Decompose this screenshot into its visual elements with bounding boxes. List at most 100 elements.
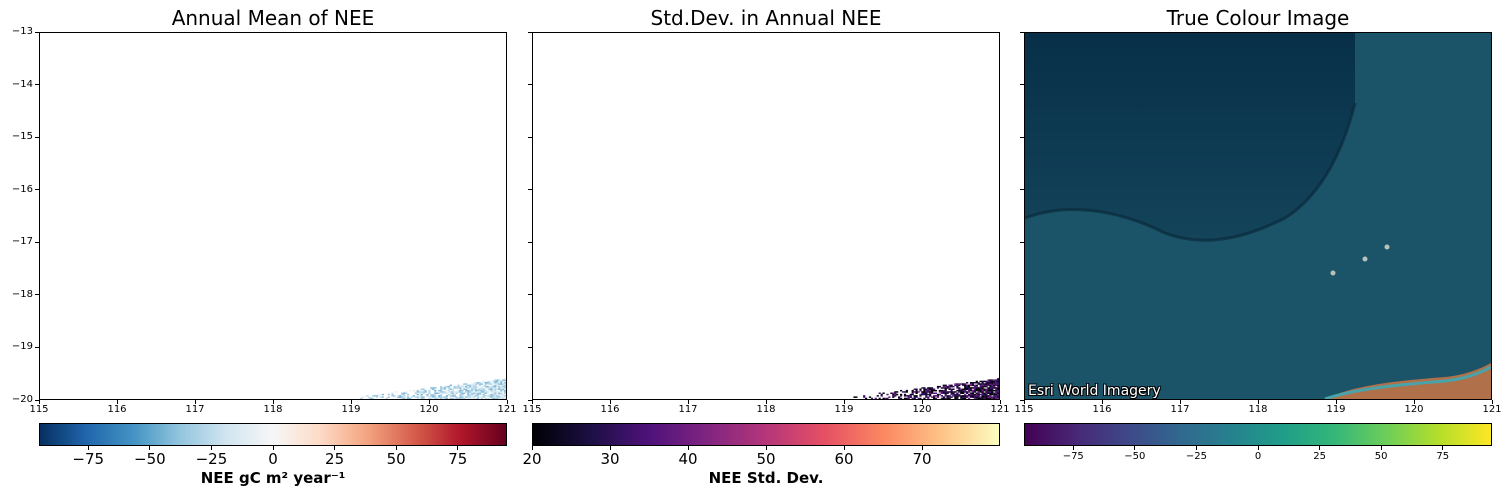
data-cell — [482, 392, 485, 394]
data-cell — [958, 384, 961, 387]
data-cell — [903, 397, 907, 399]
data-cell — [993, 380, 996, 383]
coastal-shallows — [1324, 365, 1491, 399]
data-cell — [997, 389, 999, 392]
data-cell — [488, 389, 491, 392]
data-cell — [993, 384, 996, 387]
data-cell — [461, 391, 464, 393]
data-cell — [973, 396, 976, 398]
data-cell — [944, 391, 947, 393]
data-cell — [504, 379, 506, 381]
data-cell — [410, 396, 414, 398]
data-cell — [494, 391, 497, 393]
data-cell — [983, 389, 986, 392]
data-cell — [438, 389, 441, 392]
data-cell — [977, 389, 980, 392]
data-cell — [923, 387, 926, 389]
data-cell — [496, 391, 499, 393]
data-cell — [408, 389, 412, 392]
data-cell — [418, 392, 421, 394]
data-cell — [478, 383, 481, 385]
colorbar-tick-mark — [1442, 446, 1444, 450]
data-cell — [985, 389, 988, 392]
data-cell — [940, 391, 943, 393]
data-cell — [467, 389, 470, 392]
data-cell — [997, 395, 999, 397]
data-cell — [993, 389, 996, 392]
data-cell — [985, 393, 988, 396]
y-tick-mark — [35, 189, 39, 191]
colorbar-tick-label: −50 — [1124, 451, 1146, 462]
data-cell — [498, 387, 501, 389]
data-cell — [430, 397, 433, 399]
data-cell — [905, 395, 908, 397]
data-cell — [412, 389, 415, 392]
data-cell — [486, 382, 489, 384]
data-cell — [944, 388, 947, 390]
data-cell — [931, 391, 934, 393]
data-cell — [385, 397, 388, 399]
data-cell — [434, 392, 437, 394]
data-cell — [502, 385, 505, 388]
data-cell — [492, 388, 495, 390]
data-cell — [931, 389, 934, 392]
data-cell — [471, 387, 474, 389]
data-cell — [457, 391, 460, 393]
data-cell — [422, 397, 425, 399]
data-cell — [985, 385, 988, 388]
data-cell — [502, 396, 505, 398]
colorbar-tick-label: −50 — [134, 450, 166, 468]
data-cell — [455, 387, 458, 389]
data-cell — [467, 384, 470, 387]
data-cell — [995, 379, 998, 381]
x-tick-mark — [609, 400, 611, 404]
y-tick-mark — [528, 189, 532, 191]
data-cell — [459, 389, 462, 392]
data-cell — [445, 385, 448, 388]
y-tick-mark — [1020, 241, 1024, 243]
data-cell — [500, 383, 503, 385]
y-tick-mark — [1020, 294, 1024, 296]
data-cell — [938, 389, 941, 392]
data-cell — [492, 380, 495, 383]
data-cell — [469, 395, 472, 397]
x-tick-label: 120 — [912, 404, 932, 415]
data-cell — [977, 391, 980, 393]
data-cell — [997, 392, 999, 394]
data-cell — [966, 392, 969, 394]
data-cell — [416, 389, 419, 392]
data-cell — [480, 397, 483, 399]
data-cell — [960, 395, 963, 397]
colorbar-tick-label: −75 — [1062, 451, 1084, 462]
data-cell — [936, 395, 940, 397]
y-tick-mark — [35, 294, 39, 296]
x-tick-label: 116 — [107, 404, 127, 415]
data-cell — [995, 391, 998, 393]
y-tick-mark — [528, 294, 532, 296]
data-cell — [923, 397, 926, 399]
data-cell — [436, 392, 439, 394]
data-cell — [946, 395, 949, 397]
x-tick-label: 121 — [497, 404, 517, 415]
data-cell — [940, 395, 943, 397]
data-cell — [969, 392, 973, 394]
data-cell — [971, 382, 974, 384]
data-cell — [405, 397, 408, 399]
data-cell — [471, 392, 474, 394]
data-cell — [476, 392, 480, 394]
data-cell — [399, 396, 402, 398]
data-cell — [504, 389, 506, 392]
data-cell — [987, 392, 990, 394]
data-cell — [950, 392, 953, 394]
data-cell — [936, 387, 940, 389]
data-cell — [956, 397, 959, 399]
data-cell — [463, 397, 466, 399]
data-cell — [967, 391, 971, 393]
data-cell — [983, 380, 986, 383]
data-cell — [973, 388, 976, 390]
data-cell — [469, 385, 472, 388]
data-cell — [954, 384, 957, 387]
x-tick-mark — [1335, 400, 1337, 404]
y-tick-mark — [1020, 84, 1024, 86]
data-cell — [919, 388, 922, 390]
